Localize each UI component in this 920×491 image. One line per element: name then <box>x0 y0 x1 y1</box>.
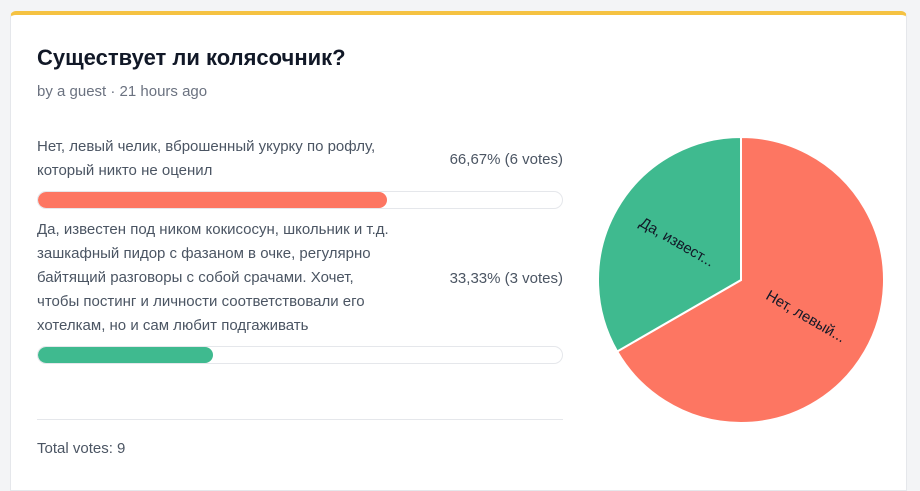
option-bar-fill <box>38 192 388 208</box>
option-bar-track <box>37 191 563 209</box>
poll-option-1: Нет, левый челик, вброшенный укурку по р… <box>37 135 563 209</box>
option-label: Да, известен под ником кокисосун, школьн… <box>37 221 389 334</box>
option-bar-track <box>37 346 563 364</box>
poll-card: Существует ли колясочник? by a guest · 2… <box>10 11 907 491</box>
pie-slice <box>597 135 742 353</box>
option-stat: 66,67% (6 votes) <box>449 150 563 168</box>
pie-chart: Нет, левый...Да, извест... <box>597 135 885 424</box>
poll-option-2: Да, известен под ником кокисосун, школьн… <box>37 218 563 364</box>
total-votes: Total votes: 9 <box>37 440 126 457</box>
option-stat: 33,33% (3 votes) <box>449 269 563 287</box>
divider <box>37 419 563 420</box>
pie-slice <box>615 135 885 424</box>
poll-meta: by a guest · 21 hours ago <box>37 83 208 100</box>
option-label: Нет, левый челик, вброшенный укурку по р… <box>37 138 376 179</box>
option-bar-fill <box>38 347 213 363</box>
poll-title: Существует ли колясочник? <box>37 45 346 70</box>
